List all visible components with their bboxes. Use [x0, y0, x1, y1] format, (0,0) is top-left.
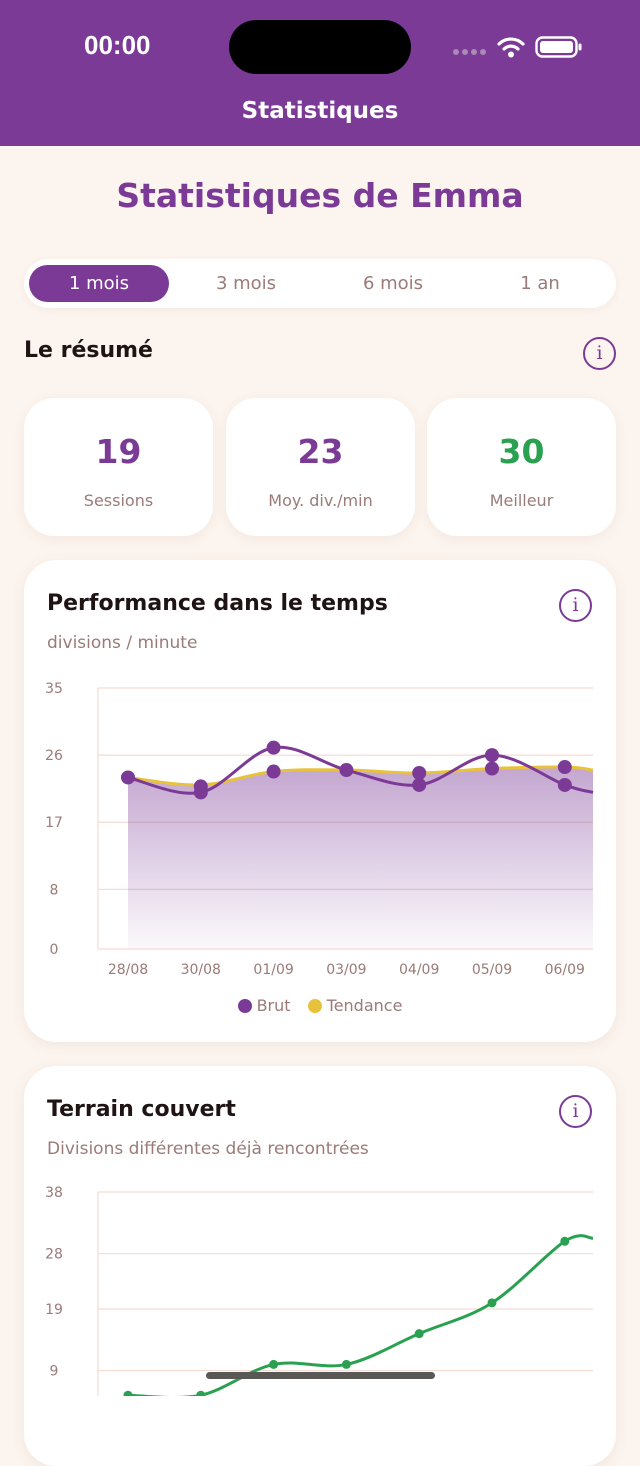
performance-card: Performance dans le temps i divisions / … — [24, 560, 616, 1042]
coverage-point — [196, 1390, 206, 1396]
raw-line — [127, 745, 594, 795]
stat-label: Sessions — [83, 491, 154, 510]
raw-point — [121, 770, 135, 785]
coverage-point — [123, 1390, 133, 1396]
tab-1-year[interactable]: 1 an — [520, 273, 560, 294]
status-time: 00:00 — [84, 30, 151, 60]
y-tick-label: 17 — [45, 815, 63, 831]
raw-point — [412, 766, 427, 781]
stat-card-sessions: 19 Sessions — [24, 398, 213, 536]
coverage-title: Terrain couvert — [47, 1097, 236, 1122]
y-tick-label: 35 — [45, 681, 63, 697]
stat-card-best: 30 Meilleur — [427, 398, 616, 536]
coverage-card: Terrain couvert i Divisions différentes … — [24, 1066, 616, 1466]
battery-icon — [535, 36, 582, 58]
x-tick-label: 28/08 — [108, 962, 148, 978]
coverage-point — [414, 1329, 424, 1339]
stat-label: Moy. div./min — [268, 491, 373, 510]
raw-point — [193, 785, 208, 800]
tab-3-months[interactable]: 3 mois — [215, 273, 277, 294]
raw-point — [557, 777, 572, 792]
y-tick-label: 38 — [45, 1185, 63, 1201]
stat-card-average: 23 Moy. div./min — [226, 398, 415, 536]
legend-label: Brut — [256, 996, 291, 1015]
summary-title: Le résumé — [24, 338, 153, 363]
x-tick-label: 03/09 — [326, 962, 366, 978]
raw-point — [485, 748, 499, 763]
coverage-chart: 9 19 28 38 — [45, 1185, 594, 1396]
trend-area — [128, 766, 593, 949]
performance-subtitle: divisions / minute — [47, 633, 198, 653]
info-icon[interactable]: i — [559, 589, 592, 622]
x-tick-label: 06/09 — [545, 962, 585, 978]
legend-dot — [307, 999, 322, 1013]
raw-point — [485, 761, 499, 776]
stat-label: Meilleur — [489, 491, 554, 510]
info-icon[interactable]: i — [559, 1095, 592, 1128]
stat-value: 19 — [95, 432, 142, 471]
coverage-point — [487, 1298, 497, 1308]
x-tick-label: 05/09 — [472, 962, 512, 978]
stat-value: 30 — [498, 432, 545, 471]
raw-point — [412, 777, 427, 792]
x-tick-label: 01/09 — [253, 962, 293, 978]
y-tick-label: 26 — [45, 748, 63, 764]
legend-item-raw: Brut — [237, 996, 291, 1015]
legend-item-trend: Tendance — [307, 996, 403, 1015]
page-title: Statistiques de Emma — [116, 176, 524, 215]
y-tick-label: 28 — [45, 1247, 63, 1263]
y-tick-label: 8 — [50, 882, 59, 898]
legend-label: Tendance — [326, 996, 403, 1015]
raw-point — [557, 760, 572, 775]
performance-chart: 0 8 17 26 35 28/08 30/08 01/09 03/09 04/09 05/09 06… — [45, 681, 594, 978]
y-tick-label: 0 — [50, 942, 59, 958]
y-tick-label: 19 — [45, 1302, 63, 1318]
raw-point — [266, 740, 281, 755]
app-header: 00:00 Statistiques — [0, 0, 640, 146]
raw-point — [266, 764, 281, 779]
raw-point — [339, 763, 354, 778]
tab-1-month[interactable]: 1 mois — [29, 265, 169, 302]
performance-title: Performance dans le temps — [47, 591, 388, 616]
period-selector: 1 mois 3 mois 6 mois 1 an — [24, 259, 616, 308]
coverage-point — [269, 1359, 279, 1369]
coverage-point — [341, 1359, 351, 1369]
info-icon[interactable]: i — [583, 337, 616, 370]
x-tick-label: 04/09 — [399, 962, 439, 978]
legend-dot — [237, 999, 252, 1013]
home-indicator[interactable] — [206, 1372, 435, 1379]
cellular-signal-icon — [453, 49, 486, 55]
dynamic-island — [229, 20, 411, 74]
x-tick-label: 30/08 — [181, 962, 221, 978]
stat-value: 23 — [297, 432, 344, 471]
coverage-point — [560, 1236, 570, 1246]
wifi-icon — [497, 37, 525, 58]
coverage-subtitle: Divisions différentes déjà rencontrées — [47, 1139, 369, 1159]
nav-title: Statistiques — [241, 98, 399, 124]
tab-6-months[interactable]: 6 mois — [362, 273, 424, 294]
y-tick-label: 9 — [50, 1364, 59, 1380]
performance-legend: Brut Tendance — [24, 996, 616, 1015]
